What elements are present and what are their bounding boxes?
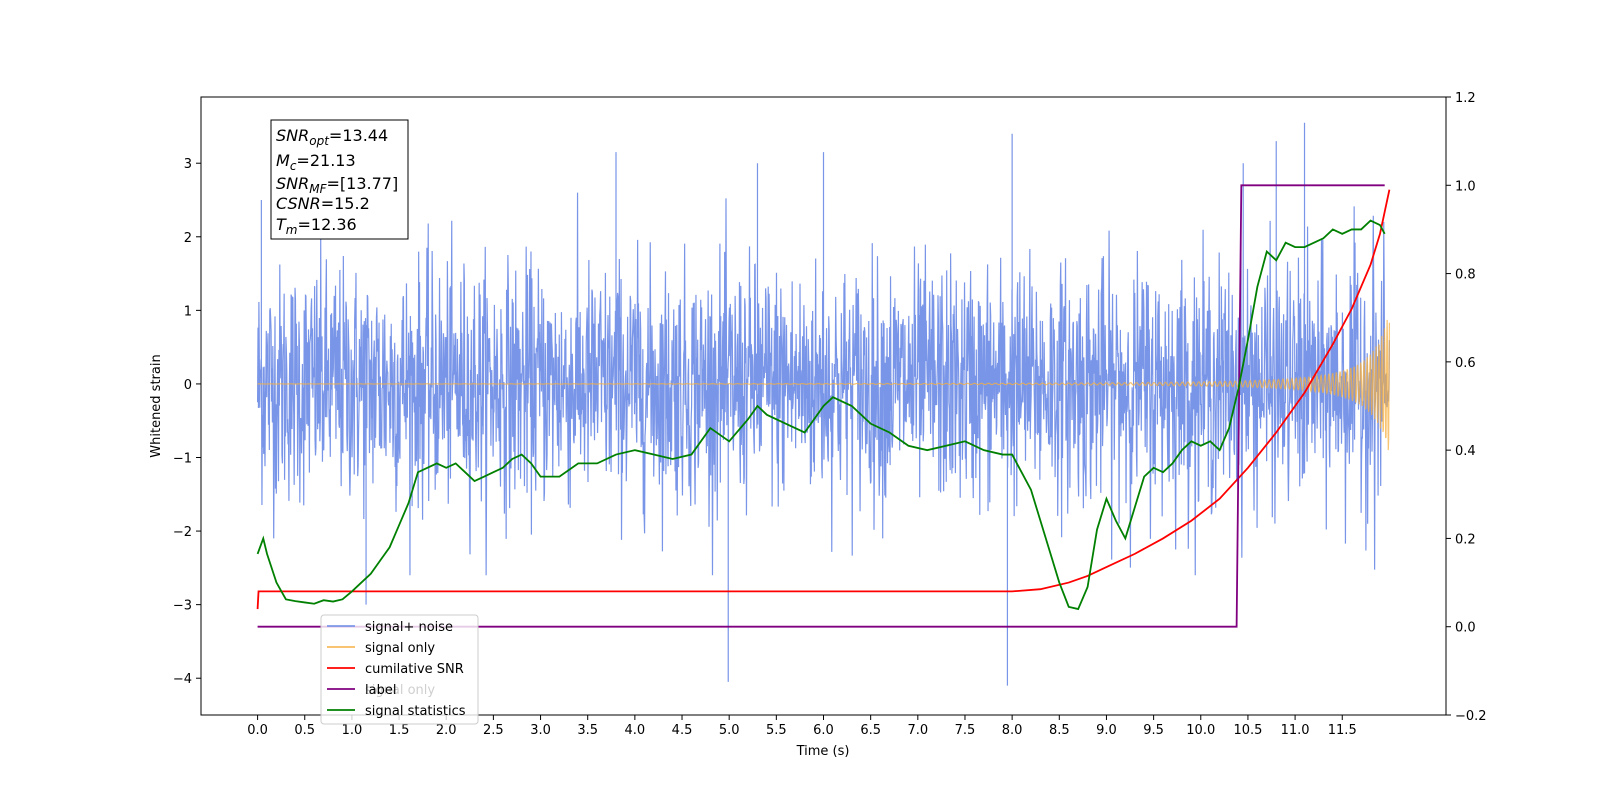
y-tick-label: 1: [184, 304, 192, 319]
legend-hidden-text: signal only: [365, 683, 435, 698]
x-tick-label: 1.5: [389, 723, 410, 738]
x-tick-label: 8.0: [1002, 723, 1023, 738]
y-tick-label: −1: [173, 452, 192, 467]
x-tick-label: 5.5: [766, 723, 787, 738]
y2-tick-label: 0.8: [1455, 268, 1476, 283]
y2-tick-label: −0.2: [1455, 709, 1487, 724]
y2-tick-label: 0.4: [1455, 444, 1476, 459]
y-tick-label: 3: [184, 157, 192, 172]
x-axis-title: Time (s): [796, 744, 850, 759]
y2-tick-label: 1.2: [1455, 91, 1476, 106]
series-signal-only: [257, 319, 1391, 451]
y-tick-label: −2: [173, 525, 192, 540]
series-signal-noise: [256, 122, 1391, 686]
x-tick-label: 0.5: [294, 723, 315, 738]
legend: signal only signal+ noise signal only cumil…: [320, 614, 479, 725]
stats-annotation-box: SNRopt=13.44 Mc=21.13SNRMF=[13.77]CSNR=15…: [270, 119, 409, 240]
x-tick-label: 3.0: [530, 723, 551, 738]
series-signal-statistics: [256, 219, 1386, 611]
legend-entry: signal+ noise: [365, 620, 453, 635]
y-axis-right: −0.2 0.0 0.2 0.4 0.6 0.8 1.0 1.2: [1446, 91, 1487, 724]
legend-box: [320, 614, 479, 725]
y-tick-label: −4: [173, 672, 192, 687]
y-tick-label: 2: [184, 231, 192, 246]
x-tick-label: 0.0: [247, 723, 268, 738]
x-tick-label: 2.0: [436, 723, 457, 738]
y2-tick-label: 0.6: [1455, 356, 1476, 371]
x-tick-label: 11.0: [1281, 723, 1310, 738]
y-tick-label: 0: [184, 378, 192, 393]
x-axis: 0.0 0.5 1.0 1.5 2.0 2.5 3.0 3.5 4.0 4.5 5.0 5.5 6.0 6…: [247, 715, 1357, 738]
x-tick-label: 11.5: [1328, 723, 1357, 738]
x-tick-label: 9.5: [1143, 723, 1164, 738]
annotation-line: CSNR=15.2: [276, 194, 370, 213]
x-tick-label: 5.0: [719, 723, 740, 738]
annotation-box: [270, 119, 409, 240]
annotation-line: Mc=21.13: [276, 151, 356, 173]
legend-entry: signal statistics: [365, 704, 466, 719]
y-axis-title: Whitened strain: [149, 354, 164, 457]
y2-tick-label: 1.0: [1455, 179, 1476, 194]
legend-entry: cumilative SNR: [365, 662, 464, 677]
y-axis-left: −4 −3 −2 −1 0 1 2 3: [173, 157, 201, 687]
x-tick-label: 7.0: [907, 723, 928, 738]
x-tick-label: 4.0: [625, 723, 646, 738]
annotation-line: SNRopt=13.44: [276, 126, 388, 148]
x-tick-label: 2.5: [483, 723, 504, 738]
x-tick-label: 9.0: [1096, 723, 1117, 738]
x-tick-label: 6.0: [813, 723, 834, 738]
series-label: [257, 184, 1385, 628]
x-tick-label: 4.5: [672, 723, 693, 738]
y-tick-label: −3: [173, 599, 192, 614]
x-tick-label: 1.0: [342, 723, 363, 738]
series-cumulative-snr: [256, 189, 1391, 610]
x-tick-label: 3.5: [577, 723, 598, 738]
x-tick-label: 8.5: [1049, 723, 1070, 738]
y2-tick-label: 0.2: [1455, 532, 1476, 547]
x-tick-label: 10.0: [1186, 723, 1215, 738]
x-tick-label: 6.5: [860, 723, 881, 738]
x-tick-label: 7.5: [955, 723, 976, 738]
annotation-line: SNRMF=[13.77]: [276, 174, 398, 196]
legend-entry: signal only: [365, 641, 435, 656]
data-layer: [256, 122, 1391, 686]
y2-tick-label: 0.0: [1455, 621, 1476, 636]
legend-entry: label: [365, 683, 396, 698]
annotation-line: Tm=12.36: [276, 215, 357, 237]
x-tick-label: 10.5: [1233, 723, 1262, 738]
